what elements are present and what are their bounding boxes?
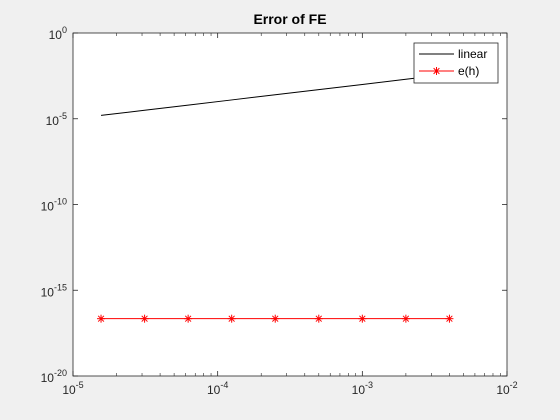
data-point	[227, 314, 236, 323]
x-tick-label: 10-2	[496, 380, 517, 397]
tick-base: 10	[49, 28, 63, 42]
tick-exponent: -3	[365, 380, 373, 390]
tick-base: 10	[352, 383, 366, 397]
tick-base: 10	[496, 383, 510, 397]
tick-exponent: 0	[62, 25, 67, 35]
tick-base: 10	[46, 114, 60, 128]
y-tick-label: 10-5	[46, 111, 67, 128]
series-line	[100, 73, 450, 116]
tick-base: 10	[207, 383, 221, 397]
legend-entry-1: linear	[419, 47, 487, 61]
tick-base: 10	[62, 383, 76, 397]
chart-title: Error of FE	[253, 11, 326, 27]
data-point	[140, 314, 149, 323]
tick-exponent: -10	[54, 197, 67, 207]
legend: linear e(h)	[413, 42, 499, 84]
y-tick-label: 10-10	[41, 197, 67, 214]
x-tick-label: 10-4	[207, 380, 228, 397]
data-point	[97, 314, 106, 323]
y-tick-label: 10-20	[41, 368, 67, 385]
y-tick-label: 100	[49, 25, 67, 42]
data-point	[401, 314, 410, 323]
x-tick-label: 10-5	[62, 380, 83, 397]
plot-layer: 10-5 10-4 10-3 10-210-2010-1510-1010-5100Er…	[41, 11, 518, 397]
tick-exponent: -2	[510, 380, 518, 390]
tick-exponent: -4	[220, 380, 228, 390]
tick-base: 10	[41, 200, 55, 214]
data-point	[358, 314, 367, 323]
tick-exponent: -5	[76, 380, 84, 390]
legend-label: e(h)	[458, 64, 479, 78]
plot-area	[73, 33, 507, 376]
tick-exponent: -5	[59, 111, 67, 121]
marker-stroke	[315, 315, 323, 322]
legend-marker	[432, 67, 441, 75]
tick-base: 10	[41, 371, 55, 385]
tick-exponent: -20	[54, 368, 67, 378]
data-point	[445, 314, 454, 323]
data-point	[271, 314, 280, 323]
legend-box	[413, 42, 499, 84]
legend-entry-2: e(h)	[419, 64, 479, 78]
marker-stroke	[446, 315, 453, 322]
marker-stroke	[141, 315, 148, 322]
y-tick-label: 10-15	[41, 282, 67, 299]
tick-base: 10	[41, 285, 55, 299]
data-point	[184, 314, 193, 323]
marker-stroke	[97, 315, 105, 322]
tick-exponent: -15	[54, 282, 67, 292]
marker-stroke	[272, 315, 279, 322]
marker-stroke	[359, 315, 366, 322]
series-2	[97, 314, 454, 323]
marker-stroke	[184, 315, 192, 322]
data-point	[314, 314, 323, 323]
marker-stroke	[228, 315, 235, 322]
x-tick-label: 10-3	[352, 380, 373, 397]
marker-stroke	[402, 315, 410, 322]
legend-label: linear	[458, 47, 487, 61]
series-1	[100, 73, 450, 116]
marker-stroke	[433, 67, 440, 75]
